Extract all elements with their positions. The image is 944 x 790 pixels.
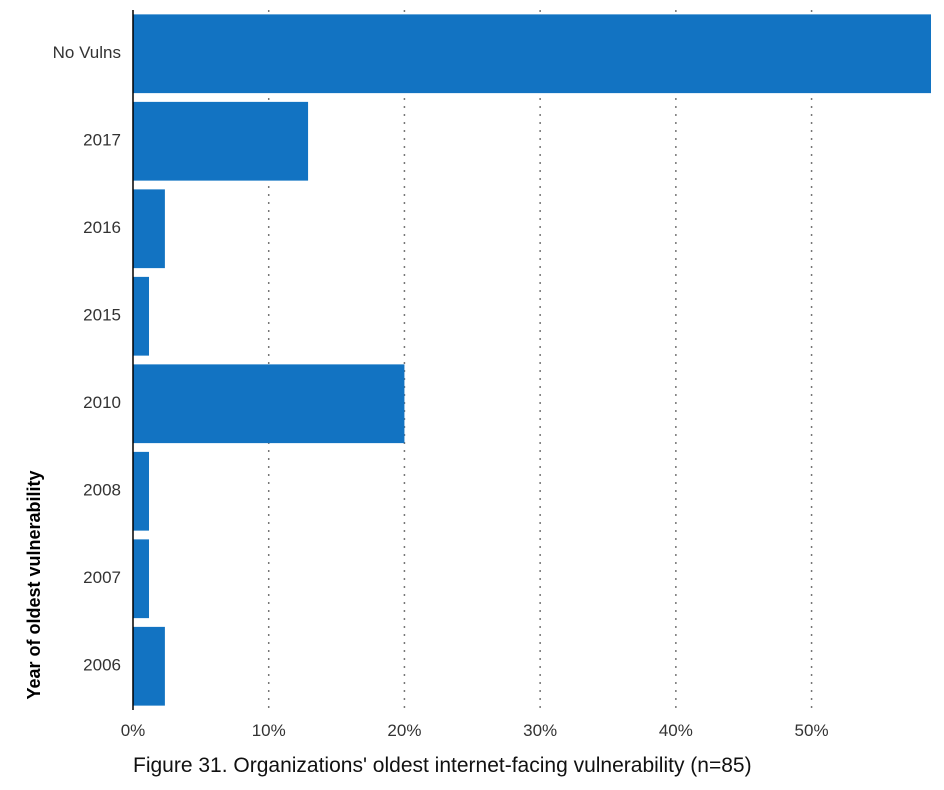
bar-2016 (133, 189, 165, 269)
bar-no-vulns (133, 14, 931, 94)
x-tick-label-50: 50% (795, 721, 829, 740)
gridlines (267, 10, 813, 710)
bar-2006 (133, 626, 165, 706)
y-tick-label-2006: 2006 (83, 656, 121, 675)
y-tick-label-2008: 2008 (83, 481, 121, 500)
y-tick-label-2016: 2016 (83, 218, 121, 237)
y-tick-label-2017: 2017 (83, 131, 121, 150)
x-tick-label-40: 40% (659, 721, 693, 740)
bar-2007 (133, 539, 150, 619)
bar-2017 (133, 101, 309, 181)
y-tick-labels: No Vulns 2017 2016 2015 2010 2008 2007 2006 (53, 43, 121, 675)
y-tick-label-no-vulns: No Vulns (53, 43, 121, 62)
y-tick-label-2007: 2007 (83, 568, 121, 587)
bar-2010 (133, 364, 405, 444)
x-tick-label-10: 10% (252, 721, 286, 740)
bars (133, 14, 931, 706)
x-tick-labels: 0% 10% 20% 30% 40% 50% (121, 721, 829, 740)
y-tick-label-2015: 2015 (83, 306, 121, 325)
x-tick-label-0: 0% (121, 721, 146, 740)
x-tick-label-30: 30% (523, 721, 557, 740)
y-tick-label-2010: 2010 (83, 393, 121, 412)
bar-2015 (133, 276, 150, 356)
bar-2008 (133, 451, 150, 531)
y-axis-title: Year of oldest vulnerability (24, 470, 44, 699)
x-tick-label-20: 20% (387, 721, 421, 740)
chart-caption: Figure 31. Organizations' oldest interne… (133, 754, 752, 777)
